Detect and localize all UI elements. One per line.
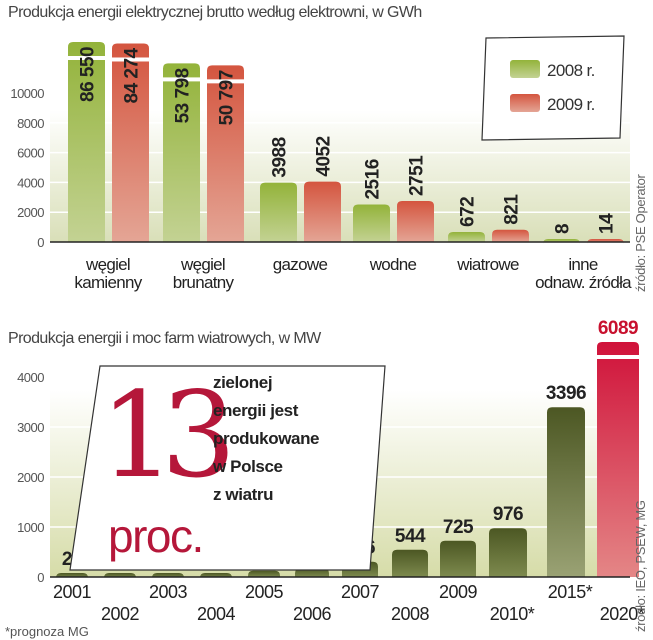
year-label: 2001 xyxy=(53,582,92,602)
callout-line: w Polsce xyxy=(212,457,283,476)
legend-label-2009: 2009 r. xyxy=(547,95,595,114)
y-tick-label: 3000 xyxy=(17,420,44,435)
callout-line: zielonej xyxy=(213,373,272,392)
y-tick-label: 4000 xyxy=(17,175,44,190)
axis-break-mark xyxy=(596,355,640,359)
axis-break-mark xyxy=(67,56,106,60)
bar-value-label: 50 797 xyxy=(217,70,238,125)
bar-value-label: 86 550 xyxy=(78,47,99,102)
callout-box: 13 proc. zielonej energii jest produkowa… xyxy=(69,365,386,571)
bar-value-label: 821 xyxy=(502,194,523,225)
bar-2005 xyxy=(248,570,280,577)
bar-value-label: 672 xyxy=(458,197,479,227)
bar-2009 xyxy=(304,181,341,242)
bar-2009 xyxy=(207,65,244,242)
year-label: 2020* xyxy=(600,604,645,624)
bar-2009 xyxy=(112,43,149,243)
year-label: 2006 xyxy=(293,604,332,624)
year-label: 2002 xyxy=(101,604,140,624)
y-tick-label: 0 xyxy=(37,570,44,585)
bar-2009 xyxy=(397,201,434,242)
y-tick-label: 6000 xyxy=(17,146,44,161)
chart1-source: źródło: PSE Operator xyxy=(633,173,648,292)
bar-value-label: 6089 xyxy=(598,318,638,339)
axis-break-mark xyxy=(206,79,245,84)
year-label: 2015* xyxy=(548,582,593,602)
callout-line: energii jest xyxy=(213,401,299,420)
year-label: 2004 xyxy=(197,604,236,624)
category-label: brunatny xyxy=(173,273,235,292)
category-label: odnaw. źródła xyxy=(535,273,632,292)
chart2-footnote: *prognoza MG xyxy=(5,624,89,639)
bar-2008 xyxy=(68,42,105,242)
legend-label-2008: 2008 r. xyxy=(547,61,595,80)
category-label: węgiel xyxy=(85,255,130,274)
bar-value-label: 2516 xyxy=(363,159,384,199)
bar-2020 xyxy=(597,342,639,577)
chart-wind-capacity: Produkcja energii i moc farm wiatrowych,… xyxy=(5,318,648,639)
callout-line: produkowane xyxy=(213,429,319,448)
year-label: 2003 xyxy=(149,582,188,602)
callout-line: z wiatru xyxy=(213,485,273,504)
bar-value-label: 976 xyxy=(493,504,523,525)
legend-swatch-2008 xyxy=(510,60,540,78)
year-label: 2008 xyxy=(391,604,430,624)
bar-2008 xyxy=(353,204,390,242)
bar-2015 xyxy=(547,407,585,577)
bar-value-label: 53 798 xyxy=(173,68,194,123)
bar-2010 xyxy=(489,528,527,577)
category-label: kamienny xyxy=(74,273,142,292)
axis-break-mark xyxy=(111,57,150,62)
year-label: 2005 xyxy=(245,582,284,602)
category-label: gazowe xyxy=(273,255,328,274)
bar-value-label: 4052 xyxy=(314,136,335,176)
category-label: wiatrowe xyxy=(456,255,519,274)
bar-value-label: 2751 xyxy=(407,155,428,196)
y-tick-label: 2000 xyxy=(17,205,44,220)
bar-value-label: 14 xyxy=(597,213,618,234)
bar-value-label: 3396 xyxy=(546,383,586,404)
bar-value-label: 3988 xyxy=(270,137,291,177)
callout-number: 13 xyxy=(100,366,228,504)
bar-2008 xyxy=(260,182,297,242)
y-tick-label: 10000 xyxy=(10,86,44,101)
legend-box xyxy=(481,35,625,141)
callout-unit: proc. xyxy=(108,510,203,562)
bar-2008 xyxy=(448,231,485,242)
bar-2008 xyxy=(163,63,200,243)
bar-2008 xyxy=(392,549,428,577)
year-label: 2007 xyxy=(341,582,380,602)
chart-generation-by-plant: Produkcja energii elektrycznej brutto we… xyxy=(8,4,648,292)
category-label: węgiel xyxy=(180,255,225,274)
y-tick-label: 1000 xyxy=(17,520,44,535)
chart2-title: Produkcja energii i moc farm wiatrowych,… xyxy=(8,330,322,347)
chart1-title: Produkcja energii elektrycznej brutto we… xyxy=(8,4,422,21)
chart2-source: źródło: IEO, PSEW, MG xyxy=(633,500,648,632)
y-tick-label: 2000 xyxy=(17,470,44,485)
category-label: inne xyxy=(568,255,598,274)
y-tick-label: 8000 xyxy=(17,116,44,131)
chart1-legend: 2008 r. 2009 r. xyxy=(481,35,625,141)
bar-2009 xyxy=(440,540,476,577)
bar-value-label: 84 274 xyxy=(122,47,143,103)
bar-value-label: 8 xyxy=(553,224,574,234)
year-label: 2010* xyxy=(490,604,535,624)
year-label: 2009 xyxy=(439,582,478,602)
axis-break-mark xyxy=(162,77,201,82)
legend-swatch-2009 xyxy=(510,94,540,112)
y-tick-label: 0 xyxy=(37,235,44,250)
bar-value-label: 725 xyxy=(443,517,474,538)
y-tick-label: 4000 xyxy=(17,370,44,385)
bar-value-label: 544 xyxy=(395,526,426,547)
callout-frame xyxy=(69,365,386,571)
bar-2009 xyxy=(492,229,529,242)
category-label: wodne xyxy=(369,255,417,274)
